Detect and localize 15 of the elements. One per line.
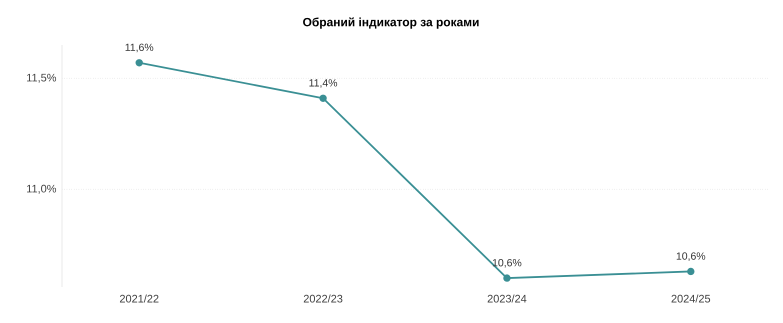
- point: [319, 94, 327, 102]
- data-label: 11,6%: [126, 44, 154, 52]
- x-tick-label: 2022/23: [304, 294, 342, 303]
- x-tick-label: 2024/25: [672, 294, 710, 303]
- x-tick-label: 2023/24: [488, 294, 526, 303]
- data-label: 10,6%: [676, 252, 706, 261]
- point: [687, 268, 694, 276]
- point: [136, 59, 143, 66]
- chart-title: Обраний індикатор за роками: [303, 17, 479, 29]
- data-label: 11,4%: [309, 79, 338, 88]
- y-tick-label: 11,5%: [27, 74, 56, 83]
- point: [503, 274, 511, 282]
- y-tick-label: 11,0%: [27, 184, 56, 194]
- x-tick-label: 2021/22: [120, 294, 158, 303]
- data-label: 10,6%: [492, 258, 522, 268]
